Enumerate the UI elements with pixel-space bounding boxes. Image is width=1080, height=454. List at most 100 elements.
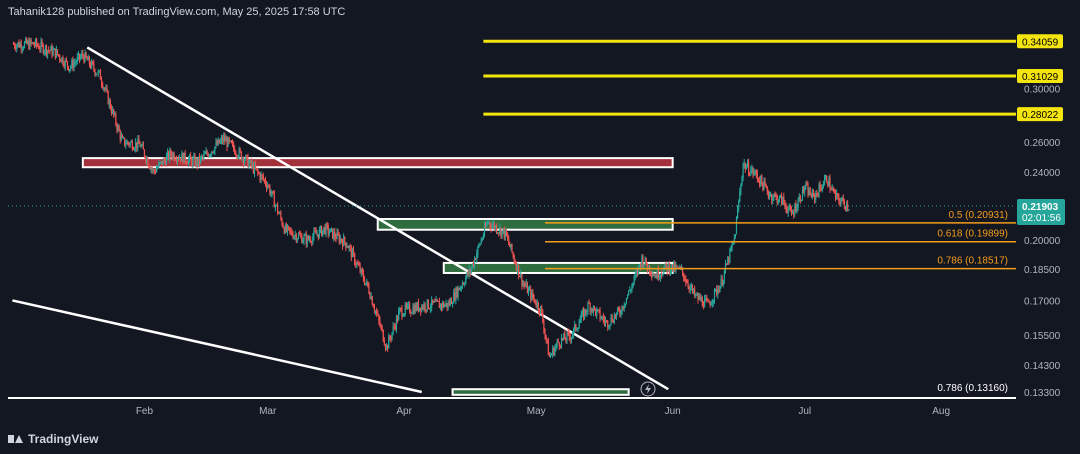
candle-body xyxy=(150,168,152,170)
candle-body xyxy=(611,316,613,322)
candle-body xyxy=(417,302,420,311)
candle-body xyxy=(614,315,617,318)
candle-body xyxy=(209,154,212,156)
candle-body xyxy=(206,151,208,155)
candle-body xyxy=(489,222,491,226)
candle-body xyxy=(514,261,516,265)
candle-body xyxy=(755,170,757,175)
candle-body xyxy=(602,316,604,320)
candle-body xyxy=(76,56,78,63)
candle-body xyxy=(596,309,598,316)
candle-body xyxy=(515,264,518,271)
candle-body xyxy=(56,49,59,55)
candle-body xyxy=(391,332,393,339)
candle-body xyxy=(164,160,166,165)
candle-body xyxy=(27,41,29,44)
candle-body xyxy=(556,340,558,345)
candle-body xyxy=(814,194,816,200)
support-zone xyxy=(376,217,674,231)
candle-body xyxy=(701,297,703,306)
candle-body xyxy=(198,156,201,163)
candle-body xyxy=(295,234,297,241)
candle-body xyxy=(176,158,179,162)
candle-body xyxy=(842,197,844,202)
candle-body xyxy=(451,303,454,305)
x-axis-tick: Jun xyxy=(665,406,681,417)
candle-body xyxy=(69,69,71,71)
candle-body xyxy=(840,200,842,205)
candle-body xyxy=(756,174,758,180)
footer-brand: TradingView xyxy=(28,432,99,446)
candle-body xyxy=(197,156,199,166)
candle-body xyxy=(398,311,400,321)
candle-body xyxy=(394,326,396,329)
candle-body xyxy=(674,263,676,271)
candle-body xyxy=(580,313,582,320)
candle-body xyxy=(232,143,235,149)
candle-body xyxy=(829,178,831,189)
candle-body xyxy=(772,198,774,201)
candle-body xyxy=(152,169,154,171)
candle-body xyxy=(345,242,347,248)
candle-body xyxy=(118,126,120,131)
candle-body xyxy=(404,304,406,314)
candle-body xyxy=(694,289,696,296)
candle-body xyxy=(587,303,589,313)
candle-body xyxy=(632,282,634,286)
candle-body xyxy=(607,320,609,328)
candle-body xyxy=(681,267,684,273)
candle-body xyxy=(45,45,48,55)
candle-body xyxy=(226,138,228,147)
candle-body xyxy=(593,306,596,309)
candle-body xyxy=(460,287,462,288)
candle-body xyxy=(327,225,329,234)
candle-body xyxy=(341,241,344,247)
candle-body xyxy=(173,153,175,160)
candle-body xyxy=(747,162,750,175)
candle-body xyxy=(478,244,480,247)
candle-body xyxy=(558,342,560,347)
candle-body xyxy=(783,196,785,203)
candle-body xyxy=(376,311,378,314)
candle-body xyxy=(383,341,385,345)
candle-body xyxy=(710,303,712,306)
candle-body xyxy=(542,312,544,323)
candle-body xyxy=(676,265,678,267)
candle-body xyxy=(495,226,498,233)
candle-body xyxy=(293,236,295,239)
candle-body xyxy=(486,223,488,227)
candle-body xyxy=(506,235,509,239)
lightning-icon[interactable] xyxy=(640,381,656,397)
candle-body xyxy=(707,300,709,302)
candle-body xyxy=(319,226,322,230)
candle-body xyxy=(185,161,187,164)
candle-body xyxy=(491,225,493,229)
candle-body xyxy=(194,156,196,166)
candle-body xyxy=(208,154,210,157)
y-axis-tick: 0.20000 xyxy=(1024,236,1061,247)
candle-body xyxy=(263,179,266,181)
candle-body xyxy=(237,156,239,158)
candle-body xyxy=(778,196,781,201)
candle-body xyxy=(60,59,62,62)
candle-body xyxy=(294,234,296,237)
candle-body xyxy=(745,166,747,170)
level-price-badge xyxy=(1017,107,1063,122)
candle-body xyxy=(543,322,545,332)
candle-body xyxy=(96,73,98,75)
candle-body xyxy=(513,255,515,262)
current-price-badge xyxy=(1017,198,1065,225)
x-axis-tick: Jul xyxy=(798,406,811,417)
candle-body xyxy=(525,283,527,287)
candle-body xyxy=(537,302,540,311)
candle-body xyxy=(448,302,450,305)
candle-body xyxy=(423,303,425,309)
candle-body xyxy=(738,201,740,209)
candle-body xyxy=(502,229,504,231)
candle-body xyxy=(555,344,557,349)
candle-body xyxy=(757,179,760,181)
candle-body xyxy=(351,249,354,258)
candle-body xyxy=(269,186,271,194)
